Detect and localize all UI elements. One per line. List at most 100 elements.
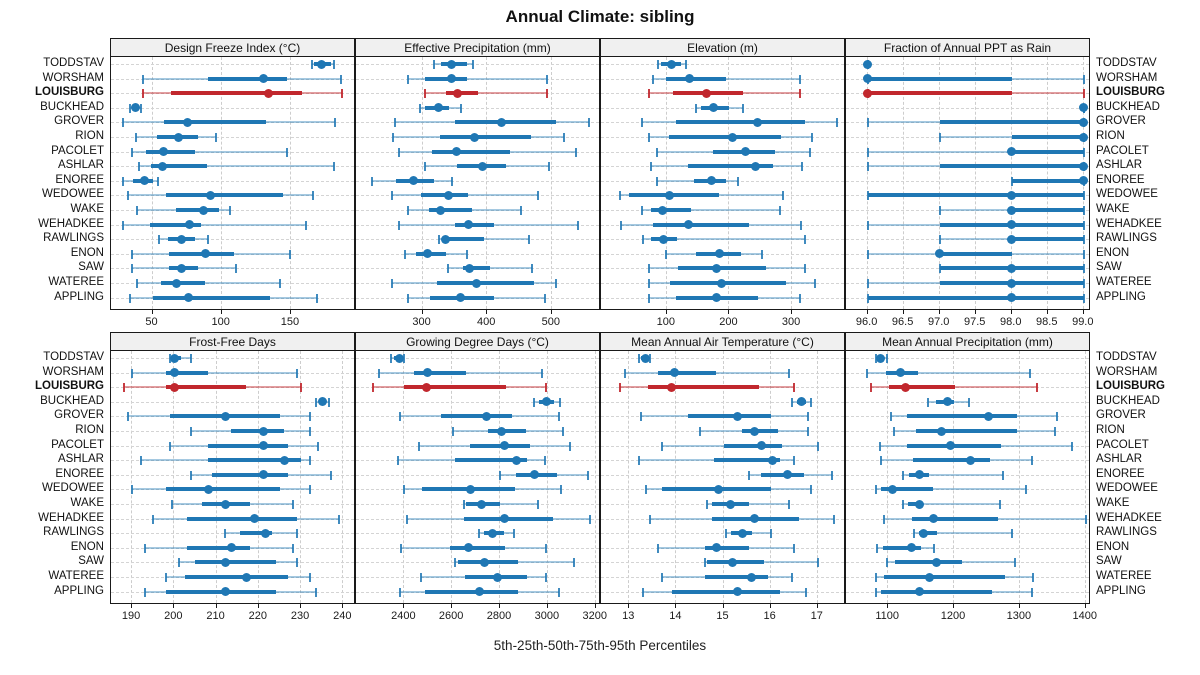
cap-95th — [588, 514, 591, 524]
cap-5th — [938, 133, 941, 142]
site-label-right: GROVER — [1096, 409, 1146, 422]
site-label-left: ENON — [70, 540, 104, 553]
cap-95th — [316, 293, 319, 303]
x-tick — [938, 310, 940, 314]
cap-5th — [926, 397, 929, 407]
range-25th-75th — [884, 575, 1006, 579]
cap-95th — [1055, 412, 1058, 422]
median-dot — [1007, 190, 1017, 200]
range-25th-75th — [212, 472, 289, 477]
site-label-right: ENOREE — [1096, 467, 1145, 480]
median-dot — [749, 514, 759, 524]
x-tick — [451, 604, 453, 608]
cap-5th — [407, 74, 410, 84]
cap-95th — [816, 441, 819, 451]
gridline-horizontal — [846, 358, 1089, 359]
gridline-vertical — [1018, 351, 1020, 603]
panel-plot — [601, 57, 844, 309]
cap-95th — [736, 176, 739, 186]
range-25th-75th — [208, 443, 289, 448]
gridline-horizontal — [356, 180, 599, 182]
median-dot — [492, 572, 502, 582]
gridline-horizontal — [356, 78, 599, 80]
site-label-left: GROVER — [54, 115, 104, 128]
cap-95th — [769, 529, 772, 539]
cap-95th — [541, 368, 544, 378]
median-dot — [169, 382, 179, 392]
range-5th-95th — [131, 150, 287, 153]
median-dot — [220, 557, 230, 567]
x-tick — [151, 310, 153, 314]
median-dot — [863, 88, 873, 98]
range-5th-95th — [447, 267, 533, 270]
gridline-horizontal — [356, 401, 599, 403]
cap-95th — [1082, 206, 1085, 215]
median-dot — [452, 88, 462, 98]
range-5th-95th — [132, 371, 297, 374]
median-dot — [463, 543, 473, 553]
cap-5th — [423, 162, 426, 172]
median-dot — [1079, 117, 1089, 127]
cap-5th — [394, 118, 397, 128]
cap-95th — [308, 485, 311, 495]
cap-95th — [1082, 264, 1085, 274]
median-dot — [258, 426, 268, 436]
cap-95th — [741, 103, 744, 113]
median-dot — [658, 234, 668, 244]
gridline-horizontal — [601, 372, 844, 374]
cap-95th — [528, 235, 531, 245]
median-dot — [716, 278, 726, 288]
median-dot — [185, 220, 195, 230]
range-5th-95th — [425, 92, 548, 95]
gridline-horizontal — [846, 137, 1089, 138]
range-25th-75th — [911, 516, 999, 521]
x-tick — [499, 604, 501, 608]
cap-95th — [799, 74, 802, 84]
gridline-horizontal — [111, 64, 354, 65]
site-label-left: BUCKHEAD — [40, 394, 104, 407]
range-5th-95th — [903, 473, 1003, 476]
panel-header: Elevation (m) — [601, 39, 844, 57]
x-tick-label: 300 — [781, 316, 801, 328]
cap-5th — [392, 133, 395, 142]
cap-5th — [878, 441, 881, 451]
median-dot — [496, 117, 506, 127]
median-dot — [447, 74, 457, 84]
cap-5th — [143, 587, 146, 597]
cap-5th — [637, 354, 640, 363]
median-dot — [131, 103, 141, 113]
median-dot — [530, 470, 540, 480]
median-dot — [1079, 161, 1089, 171]
cap-5th — [642, 587, 645, 597]
cap-95th — [513, 529, 516, 539]
cap-95th — [234, 264, 237, 274]
median-dot — [737, 528, 747, 538]
cap-95th — [308, 427, 311, 436]
cap-95th — [329, 470, 332, 480]
gridline-vertical — [546, 351, 548, 603]
gridline-horizontal — [846, 533, 1089, 535]
cap-5th — [390, 354, 393, 363]
cap-95th — [761, 249, 764, 259]
range-25th-75th — [894, 560, 962, 565]
median-dot — [477, 499, 487, 509]
cap-5th — [424, 89, 427, 99]
cap-5th — [665, 249, 668, 259]
median-dot — [206, 190, 216, 200]
x-tick-label: 210 — [206, 610, 225, 622]
cap-95th — [291, 500, 294, 509]
cap-95th — [807, 427, 810, 436]
range-25th-75th — [239, 531, 272, 536]
cap-95th — [799, 220, 802, 230]
cap-95th — [559, 485, 562, 495]
gridline-vertical — [665, 57, 667, 309]
cap-95th — [562, 427, 565, 436]
range-25th-75th — [867, 193, 1084, 198]
cap-5th — [437, 235, 440, 245]
median-dot — [984, 411, 994, 421]
gridline-horizontal — [601, 64, 844, 65]
cap-95th — [807, 412, 810, 422]
gridline-horizontal — [601, 431, 844, 432]
median-dot — [220, 411, 230, 421]
gridline-vertical — [887, 351, 889, 603]
